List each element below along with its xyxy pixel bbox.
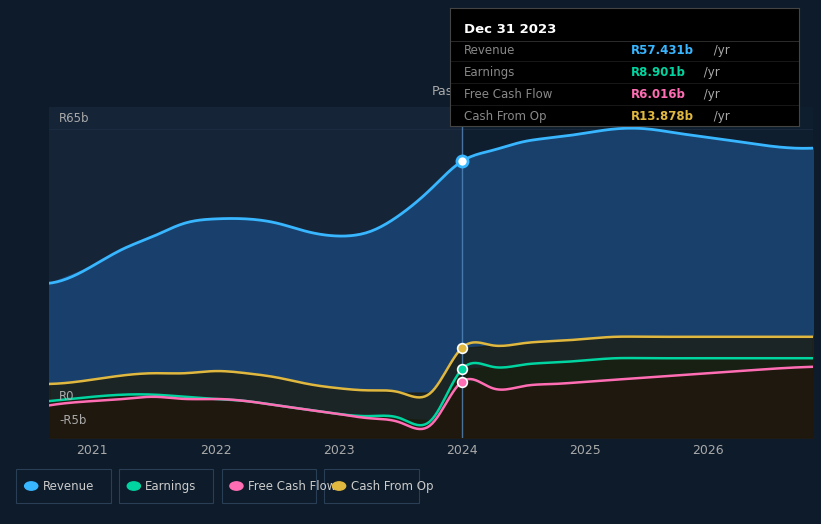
Text: Cash From Op: Cash From Op: [351, 479, 433, 493]
Text: Earnings: Earnings: [145, 479, 197, 493]
Text: Revenue: Revenue: [464, 45, 516, 58]
Text: Free Cash Flow: Free Cash Flow: [248, 479, 337, 493]
Text: Revenue: Revenue: [43, 479, 94, 493]
Text: /yr: /yr: [699, 66, 719, 79]
Text: R13.878b: R13.878b: [631, 110, 695, 123]
Text: R6.016b: R6.016b: [631, 88, 686, 101]
Text: R57.431b: R57.431b: [631, 45, 695, 58]
Text: Cash From Op: Cash From Op: [464, 110, 546, 123]
Text: R0: R0: [59, 390, 75, 403]
Text: /yr: /yr: [709, 45, 729, 58]
Text: /yr: /yr: [699, 88, 719, 101]
Text: /yr: /yr: [709, 110, 729, 123]
Text: Analysts Forecasts: Analysts Forecasts: [466, 84, 582, 97]
Text: Free Cash Flow: Free Cash Flow: [464, 88, 553, 101]
Bar: [49, 107, 462, 438]
Text: -R5b: -R5b: [59, 414, 86, 427]
Text: Earnings: Earnings: [464, 66, 516, 79]
Text: R65b: R65b: [59, 112, 89, 125]
Text: R8.901b: R8.901b: [631, 66, 686, 79]
Text: Past: Past: [432, 84, 458, 97]
Text: Dec 31 2023: Dec 31 2023: [464, 23, 557, 36]
